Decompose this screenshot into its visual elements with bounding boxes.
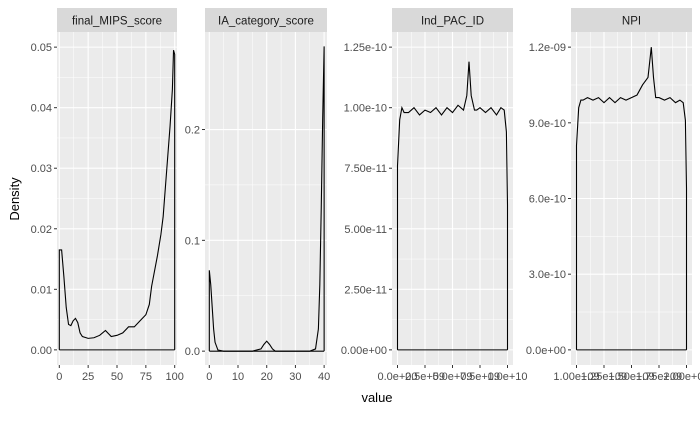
y-tick-label: 2.50e-11	[344, 284, 387, 296]
density-curve	[208, 46, 325, 352]
y-axis-title: Density	[7, 177, 22, 221]
y-tick-label: 0.01	[31, 284, 52, 296]
x-tick-label: 1.25e+09	[581, 371, 627, 383]
y-tick-label: 0.00	[31, 345, 52, 357]
x-tick-label: 0	[206, 371, 212, 383]
y-tick-label: 0.02	[31, 224, 52, 236]
x-tick-label: 7.5e+09	[460, 371, 500, 383]
y-tick-label: 0.1	[185, 235, 200, 247]
y-tick-label: 7.50e-11	[344, 163, 387, 175]
y-tick-label: 0.0e+00	[526, 345, 566, 357]
facet-strip-label: IA_category_score	[218, 16, 314, 28]
density-curve	[58, 50, 176, 350]
x-tick-label: 2.00e+09	[663, 371, 700, 383]
facet-panels: final_MIPS_score0.000.010.020.030.040.05…	[31, 8, 700, 383]
y-tick-label: 1.00e-10	[344, 103, 387, 115]
x-tick-label: 0.0e+00	[377, 371, 417, 383]
facet-Ind_PAC_ID: Ind_PAC_ID 0.00e+00 2.50e-11 5.00e-11 7.50e-…	[341, 8, 528, 383]
x-tick-label: 100	[166, 371, 184, 383]
x-tick-label: 25	[82, 371, 94, 383]
facet-strip	[57, 8, 177, 32]
density-curve	[575, 47, 688, 350]
x-tick-label: 10	[232, 371, 244, 383]
x-axis-title: value	[361, 390, 392, 405]
y-tick-label: 5.00e-11	[344, 224, 387, 236]
x-tick-label: 30	[289, 371, 301, 383]
x-tick-label: 75	[140, 371, 152, 383]
y-tick-label: 0.05	[31, 42, 52, 54]
y-tick-label: 3.0e-10	[529, 269, 566, 281]
y-tick-label: 9.0e-10	[529, 118, 566, 130]
panel-background	[205, 32, 327, 365]
x-tick-label: 5.0e+09	[432, 371, 472, 383]
x-tick-label: 20	[261, 371, 273, 383]
x-tick-label: 1.0e+10	[487, 371, 527, 383]
x-tick-label: 0	[56, 371, 62, 383]
x-tick-label: 50	[111, 371, 123, 383]
y-tick-label: 0.00e+00	[341, 345, 387, 357]
y-tick-label: 1.2e-09	[529, 42, 566, 54]
y-tick-label: 0.2	[185, 125, 200, 137]
x-tick-label: 1.00e+09	[553, 371, 599, 383]
y-tick-label: 0.04	[31, 103, 52, 115]
facet-strip	[392, 8, 513, 32]
y-tick-label: 1.25e-10	[344, 42, 387, 54]
x-tick-label: 40	[318, 371, 330, 383]
x-tick-label: 1.50e+09	[608, 371, 654, 383]
density-curve	[396, 61, 509, 350]
x-tick-label: 1.75e+09	[636, 371, 682, 383]
facet-final_MIPS_score: final_MIPS_score 0.00 0.01 0.02 0.03 0.04 0.05…	[31, 8, 184, 383]
facet-strip-label: NPI	[622, 16, 641, 28]
facet-strip	[571, 8, 692, 32]
facet-NPI: NPI 0.0e+00 3.0e-10 6.0e-10 9.0e-10 1.2e-09 1.…	[526, 8, 700, 383]
x-tick-label: 2.5e+09	[405, 371, 445, 383]
y-tick-label: 0.0	[185, 346, 200, 358]
facet-strip-label: final_MIPS_score	[72, 16, 162, 28]
facet-strip-label: Ind_PAC_ID	[421, 16, 484, 28]
facet-strip	[205, 8, 327, 32]
y-tick-label: 0.03	[31, 163, 52, 175]
y-tick-label: 6.0e-10	[529, 194, 566, 206]
facet-IA_category_score: IA_category_score 0.0 0.1 0.2 0 10 20 30 40	[185, 8, 330, 383]
